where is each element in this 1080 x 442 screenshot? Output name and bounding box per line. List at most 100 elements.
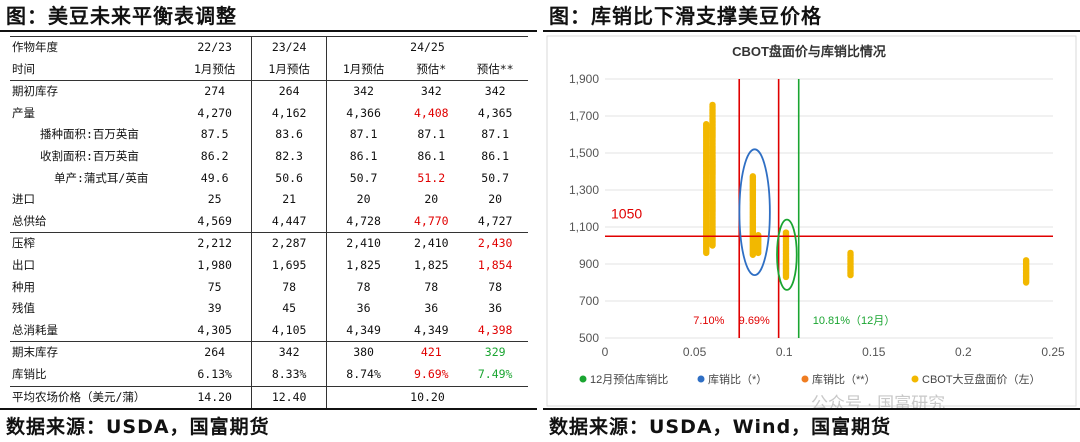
balance-sheet-table: 作物年度 22/23 23/24 24/25 时间 1月预估 1月预估 1月预估 预估* 预估**…	[10, 35, 528, 410]
table-cell: 21	[251, 189, 327, 211]
chart-panel-title: 图：库销比下滑支撑美豆价格	[543, 0, 1080, 32]
row-label: 平均农场价格（美元/蒲）	[10, 385, 178, 410]
header-time-5: 预估**	[462, 58, 528, 82]
header-time-1: 1月预估	[178, 58, 253, 82]
table-cell: 342	[420, 84, 442, 99]
table-cell: 50.7	[481, 170, 509, 185]
table-cell: 4,349	[346, 322, 381, 337]
y-tick-label: 1,100	[569, 220, 599, 234]
table-cell: 36	[424, 301, 439, 316]
legend-label: 12月预估库销比	[590, 372, 668, 386]
watermark: 公众号 · 国富研究	[811, 394, 945, 408]
y-tick-label: 1,900	[569, 72, 599, 86]
table-row: 出口 1,980 1,695 1,825 1,825 1,854	[10, 254, 528, 277]
table-header-time-row: 时间 1月预估 1月预估 1月预估 预估* 预估**	[10, 58, 528, 82]
table-cell: 4,447	[251, 210, 327, 233]
x-tick-label: 0.25	[1041, 345, 1065, 359]
legend-marker	[697, 375, 705, 383]
header-23-24: 23/24	[251, 35, 327, 59]
table-cell: 87.1	[349, 127, 378, 142]
table-cell: 78	[488, 279, 503, 294]
legend-marker	[801, 375, 809, 383]
table-cell: 1,980	[178, 254, 253, 277]
table-row: 期初库存 274 264 342 342 342	[10, 80, 528, 103]
table-cell: 1,825	[413, 257, 449, 272]
header-24-25: 24/25	[326, 35, 528, 59]
table-cell: 20	[424, 192, 439, 207]
balance-sheet-panel: 图：美豆未来平衡表调整 作物年度 22/23 23/24 24/25 时间 1月预估 1月预…	[0, 0, 537, 442]
table-cell: 2,430	[462, 232, 528, 255]
table-cell: 86.1	[417, 148, 446, 163]
table-cell: 1,854	[477, 257, 513, 272]
table-cell: 4,305	[178, 319, 253, 342]
header-time-2: 1月预估	[251, 58, 327, 82]
table-cell: 4,770	[413, 213, 449, 228]
legend-label: CBOT大豆盘面价（左）	[922, 372, 1041, 386]
table-cell: 380	[326, 341, 401, 364]
table-row: 单产:蒲式耳/英亩 49.6 50.6 50.7 51.2 50.7	[10, 167, 528, 190]
table-cell: 4,349	[413, 322, 449, 337]
scatter-point	[749, 173, 757, 180]
table-cell: 87.5	[178, 124, 253, 146]
legend-label: 库销比（**）	[812, 372, 876, 386]
chart-border	[546, 35, 1077, 407]
table-cell: 4,727	[477, 213, 513, 228]
table-cell: 4,162	[251, 102, 327, 125]
x-tick-label: 0.15	[862, 345, 886, 359]
table-cell: 9.69%	[413, 366, 449, 381]
row-label: 进口	[12, 192, 35, 207]
table-cell: 10.20	[326, 385, 528, 410]
y-tick-label: 1,500	[569, 146, 599, 160]
right-source-note: 数据来源：USDA，Wind，国富期货	[543, 408, 1080, 442]
table-cell: 7.49%	[477, 366, 513, 381]
table-cell: 50.6	[251, 167, 327, 190]
highlight-ellipse	[776, 218, 798, 291]
legend-label: 库销比（*）	[708, 372, 767, 386]
table-row: 总供给 4,569 4,447 4,728 4,770 4,727	[10, 210, 528, 233]
y-tick-label: 500	[579, 331, 599, 345]
table-cell: 274	[178, 80, 253, 103]
table-cell: 36	[488, 301, 503, 316]
price-vs-ratio-chart: CBOT盘面价与库销比情况 500 700 900 1,100 1,300 1,500 1,7…	[546, 35, 1077, 408]
scatter-point	[703, 120, 710, 128]
table-cell: 2,212	[178, 232, 253, 255]
scatter-point	[782, 229, 790, 236]
table-cell: 4,569	[178, 210, 253, 233]
table-row: 产量 4,270 4,162 4,366 4,408 4,365	[10, 102, 528, 125]
row-label: 种用	[12, 279, 35, 294]
row-label: 收割面积:百万英亩	[40, 148, 139, 163]
row-label: 总供给	[12, 213, 47, 228]
table-cell: 83.6	[251, 124, 327, 146]
y-tick-label: 1,300	[569, 183, 599, 197]
table-cell: 4,408	[413, 105, 449, 120]
table-cell: 20	[488, 192, 503, 207]
table-row: 总消耗量 4,305 4,105 4,349 4,349 4,398	[10, 319, 528, 342]
ratio-reference-label: 7.10%	[693, 315, 724, 327]
table-cell: 49.6	[178, 167, 253, 190]
scatter-point	[847, 249, 854, 257]
table-cell: 12.40	[251, 385, 327, 410]
table-cell: 342	[251, 341, 327, 364]
table-cell: 87.1	[417, 127, 446, 142]
price-threshold-label: 1050	[611, 205, 642, 221]
table-cell: 329	[462, 341, 528, 364]
row-label: 播种面积:百万英亩	[40, 127, 139, 142]
table-cell: 4,728	[346, 213, 381, 228]
table-cell: 86.2	[178, 145, 253, 168]
x-tick-label: 0.2	[955, 345, 972, 359]
table-cell: 25	[178, 189, 253, 211]
row-label: 单产:蒲式耳/英亩	[54, 170, 149, 185]
table-cell: 342	[484, 84, 506, 99]
table-row: 压榨 2,212 2,287 2,410 2,410 2,430	[10, 232, 528, 255]
price-ratio-panel: 图：库销比下滑支撑美豆价格 CBOT盘面价与库销比情况 500 700 900 1,10…	[543, 0, 1080, 442]
header-crop-year: 作物年度	[10, 35, 178, 59]
table-cell: 8.33%	[251, 363, 327, 386]
table-cell: 87.1	[481, 127, 509, 142]
table-cell: 75	[178, 276, 253, 299]
scatter-point	[1022, 257, 1030, 264]
table-cell: 8.74%	[346, 366, 381, 381]
scatter-point	[709, 101, 716, 109]
table-cell: 45	[251, 298, 327, 320]
table-cell: 4,366	[346, 105, 381, 120]
ratio-reference-label: 9.69%	[739, 315, 770, 327]
